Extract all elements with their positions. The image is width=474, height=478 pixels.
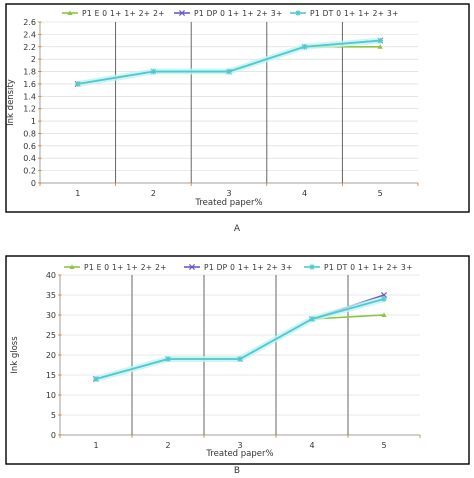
y-tick-label: 0 xyxy=(31,179,36,188)
data-point-marker xyxy=(93,376,99,382)
chart-frame xyxy=(5,3,470,213)
data-point-marker xyxy=(226,68,232,75)
y-tick-label: 1.8 xyxy=(23,68,36,77)
y-tick-label: 0 xyxy=(51,431,56,440)
y-tick-label: 1.6 xyxy=(23,80,36,89)
legend-marker xyxy=(309,264,315,270)
data-point-marker xyxy=(165,356,171,362)
legend-label: P1 E 0 1+ 1+ 2+ 2+ xyxy=(82,9,165,18)
x-tick-label: 2 xyxy=(151,189,156,198)
y-tick-label: 2.6 xyxy=(23,18,36,27)
data-point-marker xyxy=(381,296,387,302)
y-tick-label: 5 xyxy=(51,411,56,420)
legend-marker xyxy=(188,263,196,271)
legend-label: P1 DT 0 1+ 1+ 2+ 3+ xyxy=(324,263,413,272)
y-tick-label: 0.6 xyxy=(23,142,36,151)
legend-label: P1 DP 0 1+ 1+ 2+ 3+ xyxy=(204,263,293,272)
y-tick-label: 1.4 xyxy=(23,92,36,101)
y-tick-label: 2.2 xyxy=(23,43,36,52)
data-point-marker xyxy=(75,81,81,87)
x-tick-label: 1 xyxy=(75,189,80,198)
x-tick-label: 3 xyxy=(226,189,231,198)
data-point-marker xyxy=(381,312,387,317)
legend-label: P1 DT 0 1+ 1+ 2+ 3+ xyxy=(310,9,399,18)
legend-marker xyxy=(69,264,75,269)
y-tick-label: 2.4 xyxy=(23,30,36,39)
y-tick-label: 0.8 xyxy=(23,129,36,138)
x-tick-label: 3 xyxy=(237,441,242,450)
data-point-marker xyxy=(309,316,315,322)
x-tick-label: 2 xyxy=(165,441,170,450)
x-tick-label: 5 xyxy=(381,441,386,450)
y-tick-label: 10 xyxy=(46,391,56,400)
y-tick-label: 30 xyxy=(46,311,56,320)
data-point-marker xyxy=(377,37,383,44)
x-tick-label: 4 xyxy=(302,189,307,198)
x-tick-label: 5 xyxy=(378,189,383,198)
legend-label: P1 DP 0 1+ 1+ 2+ 3+ xyxy=(194,9,283,18)
legend-marker xyxy=(67,10,73,15)
chart-panel-b: 0 5 10 15 20 25 30 35 40 1 2 3 4 5 Treated paper% Ink g… xyxy=(0,237,474,476)
y-tick-label: 20 xyxy=(46,351,56,360)
y-tick-label: 0.2 xyxy=(23,167,36,176)
chart-a: 0 0.2 0.4 0.6 0.8 1 1.2 1.4 1.6 1.8 2 2.2 2.4 2.6 1 2 3 4… xyxy=(5,3,470,234)
y-tick-label: 25 xyxy=(46,331,56,340)
y-axis-title: Ink density xyxy=(6,79,16,126)
data-point-marker xyxy=(150,68,157,75)
x-tick-label: 1 xyxy=(93,441,98,450)
x-axis-title: Treated paper% xyxy=(205,449,273,459)
y-tick-label: 1.2 xyxy=(23,105,36,114)
data-point-marker xyxy=(237,356,243,362)
x-tick-label: 4 xyxy=(309,441,314,450)
x-axis-title: Treated paper% xyxy=(194,198,262,208)
y-tick-label: 40 xyxy=(46,271,56,280)
y-tick-label: 15 xyxy=(46,371,56,380)
y-tick-label: 0.4 xyxy=(23,154,36,163)
y-tick-label: 35 xyxy=(46,291,56,300)
chart-panel-a: 0 0.2 0.4 0.6 0.8 1 1.2 1.4 1.6 1.8 2 2.2 2.4 2.6 1 2 3 4… xyxy=(0,0,474,237)
chart-b: 0 5 10 15 20 25 30 35 40 1 2 3 4 5 Treated paper% Ink g… xyxy=(5,255,470,476)
legend-marker xyxy=(295,10,301,16)
legend-marker xyxy=(178,9,186,17)
y-tick-label: 1 xyxy=(31,117,36,126)
panel-caption: A xyxy=(234,224,241,234)
legend-label: P1 E 0 1+ 1+ 2+ 2+ xyxy=(84,263,167,272)
data-point-marker xyxy=(377,44,383,49)
panel-caption: B xyxy=(234,466,240,474)
y-axis-title: Ink gloss xyxy=(10,336,20,374)
data-point-marker xyxy=(301,43,308,50)
y-tick-label: 2 xyxy=(31,55,36,64)
